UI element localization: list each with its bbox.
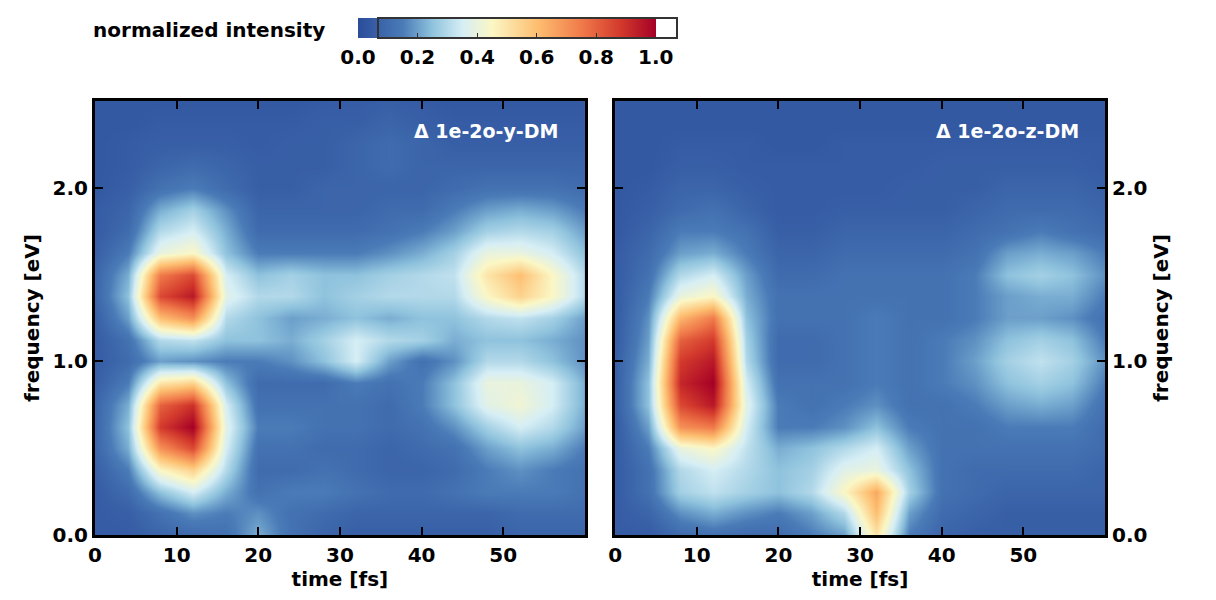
svg-text:10: 10	[683, 543, 711, 567]
svg-text:40: 40	[928, 543, 956, 567]
svg-text:0: 0	[88, 543, 102, 567]
svg-text:30: 30	[846, 543, 874, 567]
svg-text:20: 20	[765, 543, 793, 567]
svg-text:0.0: 0.0	[1112, 523, 1147, 547]
svg-text:frequency [eV]: frequency [eV]	[20, 234, 44, 402]
svg-text:1.0: 1.0	[53, 349, 88, 373]
svg-text:Δ 1e-2o-z-DM: Δ 1e-2o-z-DM	[936, 120, 1079, 142]
svg-text:0.0: 0.0	[53, 523, 88, 547]
svg-text:0.0: 0.0	[340, 45, 375, 69]
svg-text:50: 50	[1009, 543, 1037, 567]
svg-text:Δ 1e-2o-y-DM: Δ 1e-2o-y-DM	[414, 120, 558, 142]
svg-text:2.0: 2.0	[53, 176, 88, 200]
svg-text:normalized intensity: normalized intensity	[93, 18, 325, 42]
svg-text:0.2: 0.2	[400, 45, 435, 69]
svg-text:0: 0	[608, 543, 622, 567]
svg-text:frequency [eV]: frequency [eV]	[1149, 234, 1173, 402]
svg-text:time [fs]: time [fs]	[292, 567, 389, 591]
svg-text:0.8: 0.8	[579, 45, 614, 69]
svg-text:0.6: 0.6	[519, 45, 554, 69]
svg-text:1.0: 1.0	[1112, 349, 1147, 373]
svg-text:1.0: 1.0	[638, 45, 673, 69]
svg-text:20: 20	[244, 543, 272, 567]
svg-text:40: 40	[408, 543, 436, 567]
svg-text:10: 10	[163, 543, 191, 567]
svg-text:time [fs]: time [fs]	[812, 567, 909, 591]
svg-text:50: 50	[489, 543, 517, 567]
svg-text:30: 30	[326, 543, 354, 567]
svg-text:2.0: 2.0	[1112, 176, 1147, 200]
svg-text:0.4: 0.4	[459, 45, 494, 69]
